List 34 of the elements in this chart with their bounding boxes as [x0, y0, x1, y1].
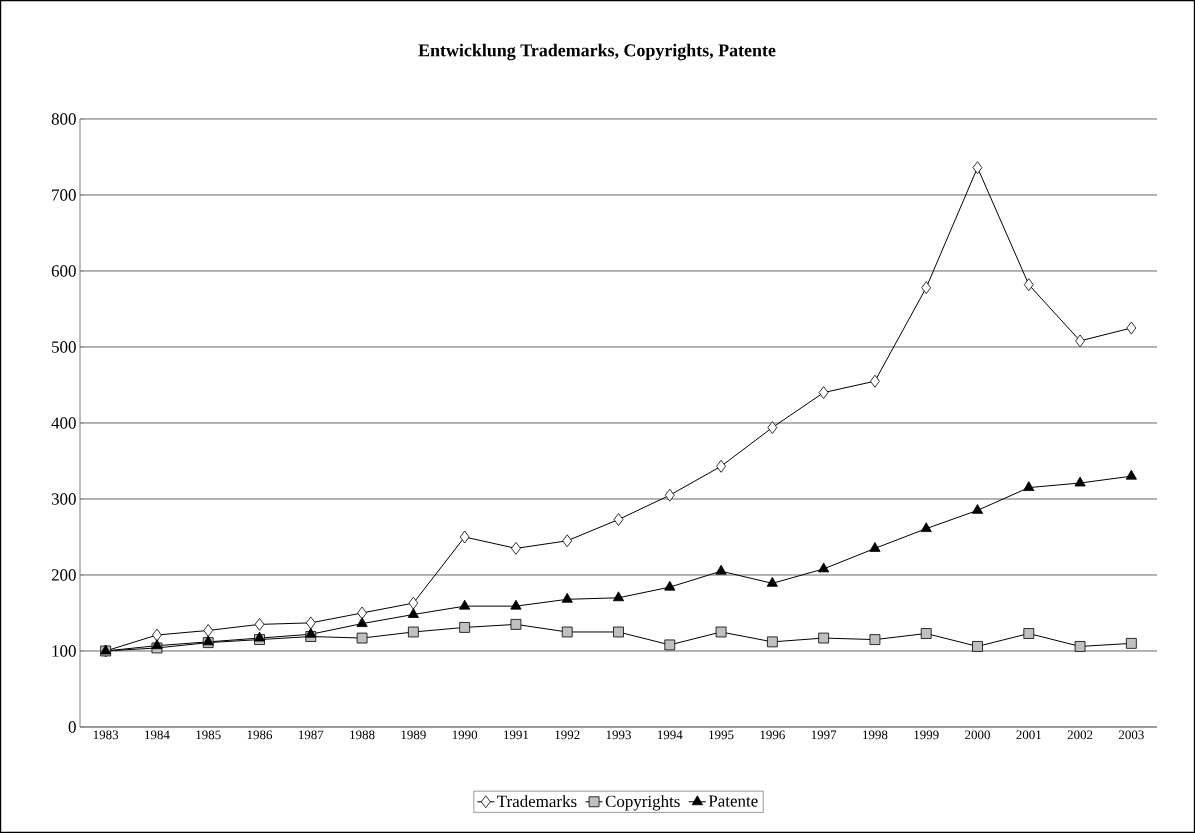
y-tick-label: 0 — [68, 721, 76, 733]
legend-label: Copyrights — [605, 795, 680, 811]
y-tick-label: 500 — [52, 341, 76, 353]
x-tick-label: 1990 — [452, 730, 478, 740]
x-tick-label: 2002 — [1067, 730, 1093, 740]
x-tick-label: 1994 — [657, 730, 683, 740]
y-tick-label: 100 — [52, 645, 76, 657]
y-tick-label: 700 — [52, 189, 76, 201]
x-tick-label: 1983 — [93, 730, 119, 740]
y-tick-label: 600 — [51, 265, 76, 277]
x-tick-label: 1997 — [811, 730, 837, 740]
y-tick-label: 300 — [51, 493, 76, 505]
x-tick-label: 2001 — [1016, 730, 1041, 740]
x-tick-label: 1995 — [709, 730, 734, 740]
x-tick-label: 1989 — [401, 730, 426, 740]
y-tick-label: 800 — [51, 113, 76, 125]
y-tick-label: 400 — [51, 417, 76, 429]
x-tick-label: 1991 — [504, 730, 529, 740]
y-tick-label: 200 — [51, 569, 76, 581]
x-tick-label: 1987 — [298, 730, 324, 740]
x-tick-label: 1996 — [760, 730, 785, 740]
x-tick-label: 2000 — [965, 730, 990, 740]
x-tick-label: 1985 — [196, 730, 221, 740]
x-tick-label: 1993 — [606, 730, 631, 740]
x-tick-label: 1988 — [350, 730, 375, 740]
x-tick-label: 1984 — [145, 730, 170, 740]
x-tick-label: 1998 — [863, 730, 888, 740]
chart-title: Entwicklung Trademarks, Copyrights, Patente — [418, 43, 776, 61]
x-tick-label: 1999 — [914, 730, 939, 740]
x-tick-label: 2003 — [1118, 730, 1144, 740]
x-tick-label: 1986 — [247, 730, 273, 740]
x-tick-label: 1992 — [555, 730, 580, 740]
legend-label: Trademarks — [497, 795, 577, 808]
legend-label: Patente — [708, 795, 758, 807]
